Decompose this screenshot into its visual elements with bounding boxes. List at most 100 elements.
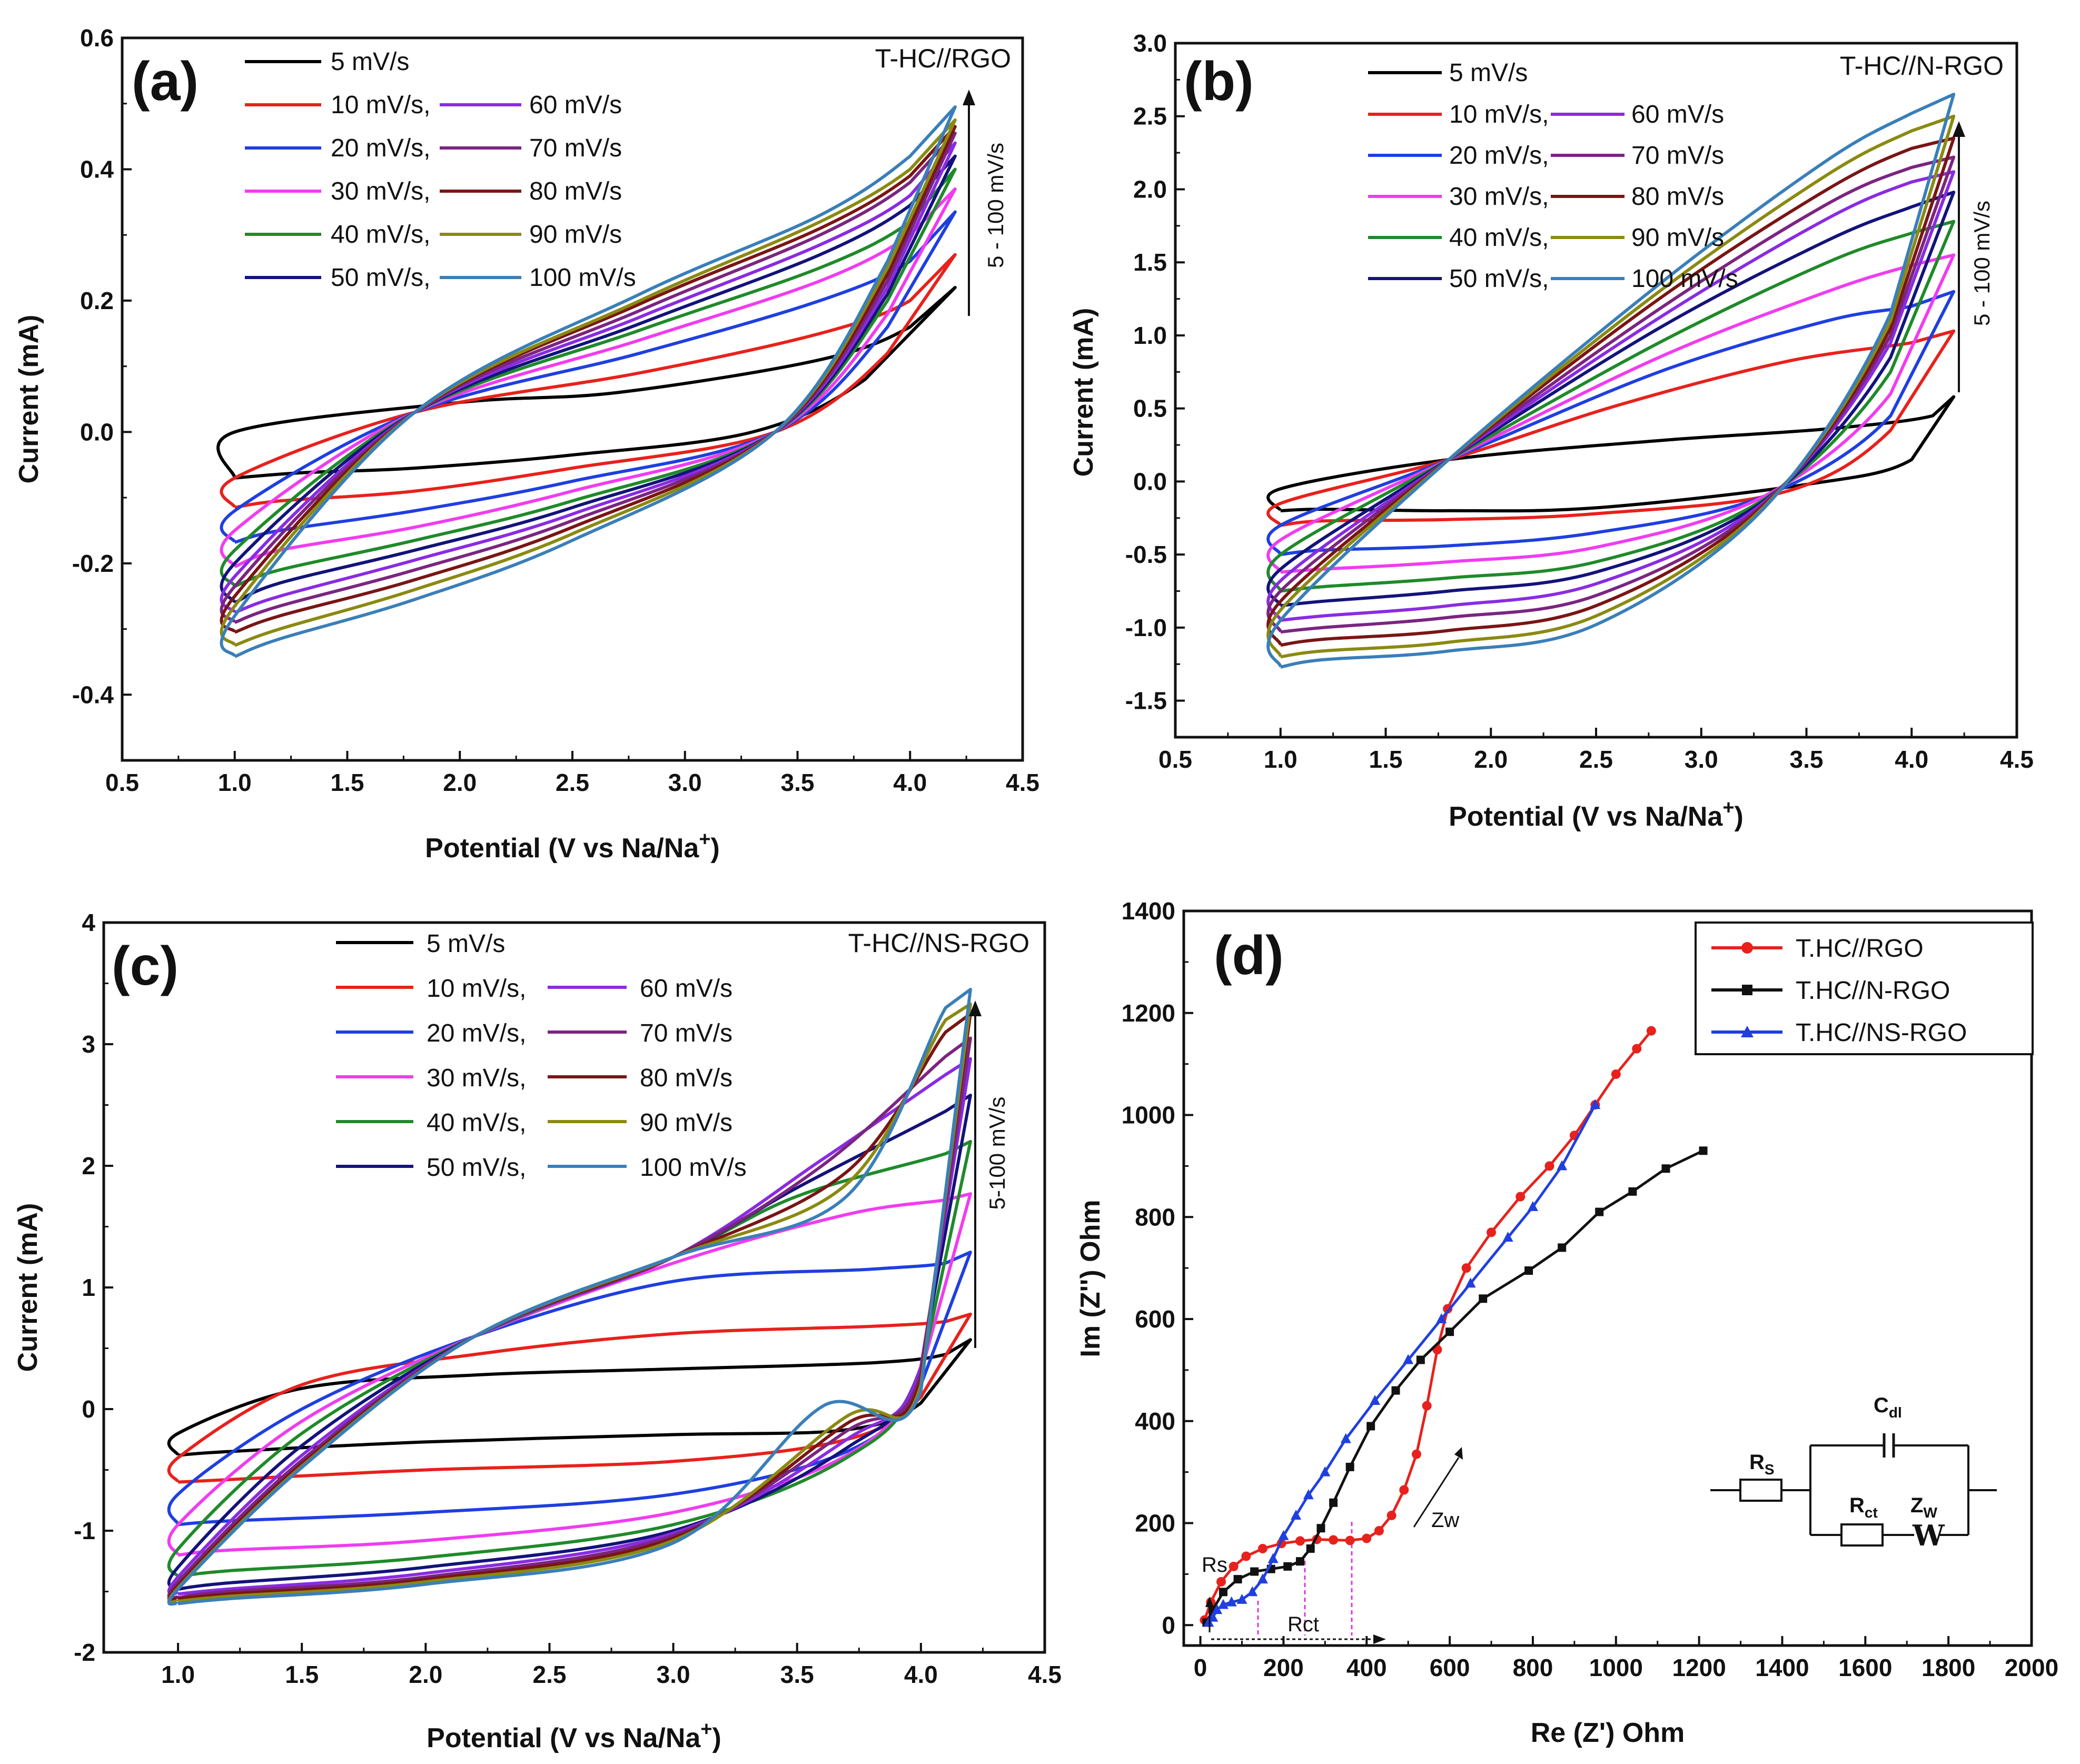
- panel-b-xtick-label-3: 2.0: [1474, 746, 1508, 773]
- equivalent-circuit: W RS Cdl Rct ZW: [1710, 1394, 1997, 1552]
- legend-b-label-2-name: 20 mV/s: [1449, 142, 1542, 170]
- circuit-zw-sub: W: [1923, 1504, 1937, 1521]
- circuit-rs-main: R: [1749, 1451, 1765, 1474]
- panel-c-xtick-label-0: 1.0: [161, 1661, 195, 1688]
- nyquist-point-2-10: [1291, 1509, 1302, 1520]
- rs-arrow-head: [1205, 1597, 1214, 1607]
- panel-d: 0 200 400 600 800 1000 1200 1400 1600 1800 2000 0 20…: [1075, 897, 2058, 1748]
- panel-a: 0.5 1.0 1.5 2.0 2.5 3.0 3.5 4.0 4.5 -0.4 -0.2 0.0 0.…: [14, 24, 1039, 864]
- panel-d-xtick-label-0: 0: [1194, 1654, 1207, 1681]
- panel-b-xlabel-main: Potential (V vs Na/Na: [1449, 801, 1723, 832]
- nyquist-point-0-15: [1411, 1449, 1421, 1459]
- panel-d-xtick-label-4: 800: [1513, 1654, 1553, 1681]
- legend-b-label-10: 100 mV/s: [1631, 265, 1738, 293]
- nyquist-point-1-21: [1661, 1164, 1670, 1173]
- panel-d-ticks: 0 200 400 600 800 1000 1200 1400 1600 1800 2000 0 20…: [1122, 897, 2059, 1681]
- legend-b-label-3-name: 30 mV/s: [1449, 183, 1542, 211]
- panel-b-ytick-label-2: -0.5: [1125, 541, 1167, 568]
- legend-b-label-5-name: 50 mV/s: [1449, 265, 1542, 293]
- nyquist-point-1-6: [1283, 1562, 1292, 1571]
- nyquist-point-2-11: [1303, 1489, 1314, 1500]
- panel-d-ylabel: Im (Z'') Ohm: [1075, 1200, 1106, 1357]
- panel-a-xtick-label-8: 4.5: [1006, 769, 1039, 796]
- panel-a-ytick-label-5: 0.6: [80, 24, 114, 52]
- circuit-cdl-main: C: [1874, 1394, 1889, 1417]
- nyquist-point-1-22: [1699, 1146, 1708, 1155]
- nyquist-point-1-8: [1306, 1544, 1315, 1553]
- panel-d-ytick-label-4: 800: [1135, 1203, 1175, 1231]
- nyquist-point-0-26: [1632, 1044, 1642, 1054]
- nyquist-point-0-20: [1487, 1227, 1497, 1237]
- scan-arrow-b-label: 5 - 100 mV/s: [1969, 201, 1994, 326]
- panel-c-label: (c): [112, 936, 179, 997]
- legend-a-label-5: 50 mV/s,: [331, 264, 430, 292]
- nyquist-point-0-14: [1399, 1485, 1409, 1495]
- legend-b-label-4-name: 40 mV/s: [1449, 224, 1542, 252]
- legend-a-label-5-name: 50 mV/s: [331, 264, 423, 292]
- legend-b-label-1: 10 mV/s,: [1449, 101, 1549, 128]
- nyquist-point-2-16: [1436, 1313, 1447, 1323]
- panel-d-xlabel: Re (Z') Ohm: [1531, 1718, 1685, 1748]
- panel-b-xtick-label-5: 3.0: [1685, 746, 1718, 773]
- circuit-zw-label: ZW: [1910, 1494, 1937, 1521]
- circuit-rct-sub: ct: [1865, 1504, 1878, 1521]
- panel-a-ytick-label-1: -0.2: [72, 550, 114, 577]
- nyquist-point-2-21: [1590, 1099, 1601, 1109]
- nyquist-point-1-11: [1345, 1462, 1354, 1471]
- scan-arrow-c-label: 5-100 mV/s: [985, 1097, 1009, 1210]
- nyquist-point-1-7: [1295, 1557, 1304, 1566]
- panel-a-xtick-label-0: 0.5: [105, 769, 139, 796]
- panel-b-legend: 5 mV/s 10 mV/s, 20 mV/s, 30 mV/s, 40 mV/…: [1368, 59, 1738, 293]
- panel-b-cv-curve-10: [1266, 93, 1956, 669]
- panel-a-xtick-label-1: 1.0: [218, 769, 252, 796]
- nyquist-point-2-4: [1226, 1596, 1237, 1607]
- panel-c-xlabel: Potential (V vs Na/Na+): [427, 1718, 721, 1753]
- scan-arrow-a-label: 5 - 100 mV/s: [983, 143, 1008, 268]
- nyquist-point-0-13: [1386, 1510, 1396, 1520]
- nyquist-point-1-9: [1316, 1524, 1325, 1533]
- rs-annotation: Rs: [1202, 1553, 1227, 1632]
- panel-c-ytick-label-3: 1: [82, 1274, 95, 1301]
- panel-b-ytick-label-9: 3.0: [1133, 29, 1167, 57]
- nyquist-point-1-15: [1445, 1327, 1454, 1336]
- panel-b-ytick-label-5: 1.0: [1133, 322, 1167, 349]
- nyquist-point-0-9: [1329, 1535, 1339, 1545]
- panel-b-xtick-label-7: 4.0: [1895, 746, 1928, 773]
- nyquist-point-1-14: [1416, 1355, 1425, 1364]
- panel-c-ytick-label-5: 3: [82, 1030, 95, 1058]
- rct-annotation: Rct: [1211, 1613, 1386, 1644]
- panel-b-ytick-label-3: 0.0: [1133, 468, 1167, 495]
- nyquist-point-2-20: [1557, 1160, 1568, 1171]
- nyquist-point-1-18: [1558, 1243, 1567, 1252]
- nyquist-point-2-6: [1247, 1586, 1258, 1597]
- panel-d-ytick-label-1: 200: [1135, 1510, 1175, 1537]
- legend-c-label-5-name: 50 mV/s: [427, 1154, 519, 1182]
- legend-c-label-5: 50 mV/s,: [427, 1154, 526, 1182]
- panel-c-xtick-label-3: 2.5: [532, 1661, 566, 1688]
- nyquist-point-0-21: [1516, 1192, 1526, 1202]
- panel-a-ytick-label-2: 0.0: [80, 418, 114, 445]
- panel-b-label: (b): [1184, 51, 1254, 112]
- nyquist-point-2-14: [1370, 1395, 1381, 1405]
- legend-a-label-1: 10 mV/s,: [331, 91, 430, 119]
- panel-c-ytick-label-0: -2: [74, 1639, 95, 1666]
- legend-c-label-0: 5 mV/s: [427, 930, 505, 958]
- panel-d-ytick-label-6: 1200: [1122, 999, 1175, 1027]
- panel-d-ytick-label-0: 0: [1162, 1611, 1175, 1639]
- legend-c-label-4-name: 40 mV/s: [427, 1109, 519, 1137]
- panel-a-xtick-label-7: 4.0: [893, 769, 927, 796]
- nyquist-point-2-18: [1502, 1232, 1513, 1242]
- panel-b-ylabel: Current (mA): [1068, 308, 1099, 477]
- legend-b-label-2: 20 mV/s,: [1449, 142, 1549, 170]
- panel-b-xtick-label-8: 4.5: [2000, 746, 2034, 773]
- nyquist-point-1-4: [1250, 1567, 1259, 1576]
- nyquist-point-1-20: [1628, 1187, 1637, 1196]
- legend-a-label-10: 100 mV/s: [529, 264, 636, 292]
- legend-c-label-10: 100 mV/s: [640, 1154, 747, 1182]
- legend-a-label-9: 90 mV/s: [529, 221, 622, 249]
- panel-b-xtick-label-2: 1.5: [1369, 746, 1403, 773]
- panel-d-legend: T.HC//RGO T.HC//N-RGO T.HC//NS-RGO: [1695, 921, 2034, 1055]
- panel-a-ytick-label-3: 0.2: [80, 287, 114, 314]
- nyquist-point-1-2: [1219, 1588, 1227, 1597]
